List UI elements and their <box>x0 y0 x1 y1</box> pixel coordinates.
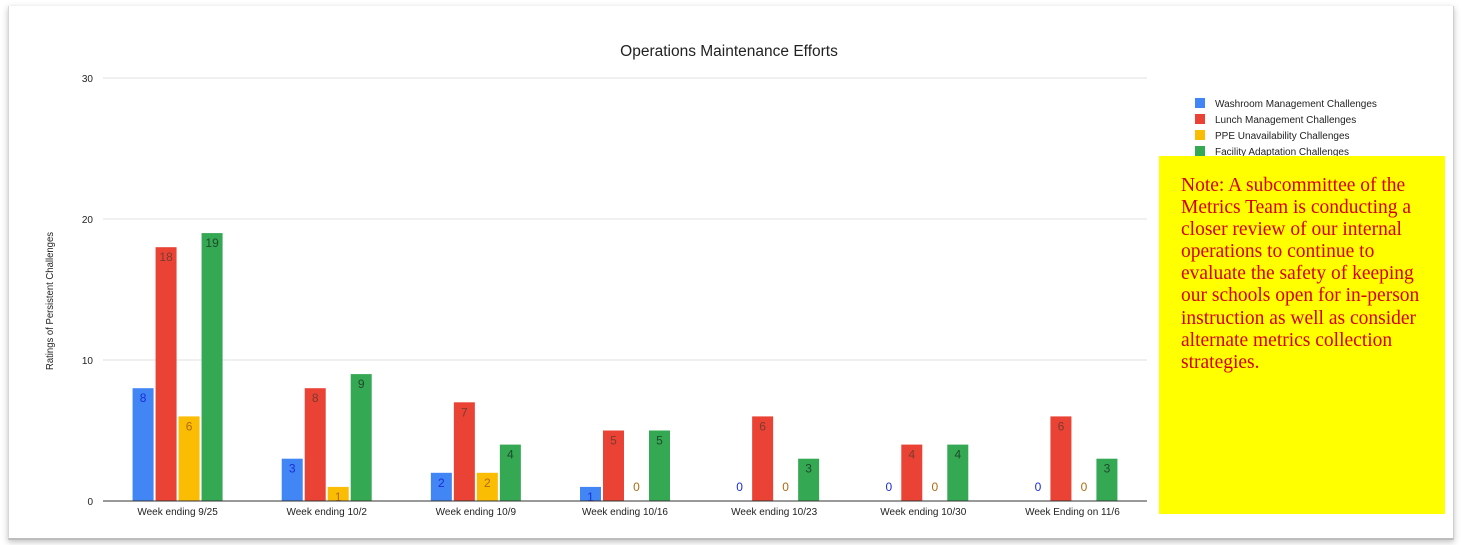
data-label: 8 <box>140 391 147 405</box>
data-label: 4 <box>507 448 514 462</box>
note-box: Note: A subcommittee of the Metrics Team… <box>1159 156 1445 514</box>
x-tick-label: Week ending 9/25 <box>137 507 218 518</box>
bar <box>430 472 452 501</box>
bar <box>947 444 969 501</box>
legend-swatch <box>1195 146 1205 156</box>
data-label: 3 <box>1104 462 1111 476</box>
x-tick-label: Week ending 10/2 <box>286 507 367 518</box>
bar <box>752 416 774 501</box>
chart-title: Operations Maintenance Efforts <box>620 43 838 60</box>
y-tick-label: 10 <box>82 356 94 367</box>
data-label: 2 <box>438 476 445 490</box>
bar <box>1096 458 1118 501</box>
bar <box>201 233 223 501</box>
bar <box>499 444 521 501</box>
bar <box>304 388 326 501</box>
data-label: 6 <box>1058 419 1065 433</box>
data-label: 6 <box>759 419 766 433</box>
bar <box>649 430 670 501</box>
bar <box>132 388 154 501</box>
legend-swatch <box>1195 114 1205 124</box>
data-label: 0 <box>1081 480 1088 494</box>
data-label: 4 <box>954 448 961 462</box>
bar <box>178 416 200 501</box>
data-label: 18 <box>159 250 173 264</box>
x-tick-label: Week ending 10/23 <box>731 507 817 518</box>
data-label: 8 <box>312 391 319 405</box>
x-tick-label: Week ending 10/30 <box>880 507 966 518</box>
legend: Washroom Management Challenges Lunch Mana… <box>1195 98 1377 158</box>
data-label: 0 <box>736 480 743 494</box>
bar <box>798 458 820 501</box>
data-label: 0 <box>1035 480 1042 494</box>
data-label: 1 <box>335 490 342 504</box>
gridlines <box>103 77 1147 361</box>
data-label: 4 <box>908 448 915 462</box>
bar <box>155 247 177 501</box>
bars <box>132 233 1118 501</box>
legend-label: Lunch Management Challenges <box>1215 115 1356 126</box>
data-label: 0 <box>633 480 640 494</box>
x-tick-label: Week Ending on 11/6 <box>1025 507 1120 518</box>
data-label: 1 <box>587 490 594 504</box>
data-label: 19 <box>205 236 219 250</box>
bar <box>603 430 624 501</box>
legend-label: Facility Adaptation Challenges <box>1215 147 1349 158</box>
legend-swatch <box>1195 130 1205 140</box>
y-tick-label: 0 <box>87 497 93 508</box>
y-tick-label: 20 <box>82 215 94 226</box>
data-label: 5 <box>610 434 617 448</box>
data-label: 6 <box>186 419 193 433</box>
x-tick-label: Week ending 10/9 <box>436 507 517 518</box>
x-tick-label: Week ending 10/16 <box>582 507 668 518</box>
data-label: 0 <box>782 480 789 494</box>
data-label: 7 <box>461 405 468 419</box>
bar <box>901 444 923 501</box>
data-label: 2 <box>484 476 491 490</box>
data-label: 9 <box>358 377 365 391</box>
y-axis-title: Ratings of Persistent Challenges <box>45 232 56 370</box>
note-text: Note: A subcommittee of the Metrics Team… <box>1181 175 1420 373</box>
legend-label: Washroom Management Challenges <box>1215 99 1377 110</box>
bar <box>350 374 372 501</box>
legend-label: PPE Unavailability Challenges <box>1215 131 1350 142</box>
bar <box>476 472 498 501</box>
bar <box>453 402 475 501</box>
bar <box>327 486 349 501</box>
bar <box>1050 416 1072 501</box>
y-tick-label: 30 <box>82 74 94 85</box>
data-label: 3 <box>289 462 296 476</box>
data-label: 0 <box>931 480 938 494</box>
bar <box>580 486 601 501</box>
bar <box>281 458 303 501</box>
data-label: 3 <box>805 462 812 476</box>
data-label: 0 <box>885 480 892 494</box>
data-label: 5 <box>656 434 663 448</box>
legend-swatch <box>1195 98 1205 108</box>
